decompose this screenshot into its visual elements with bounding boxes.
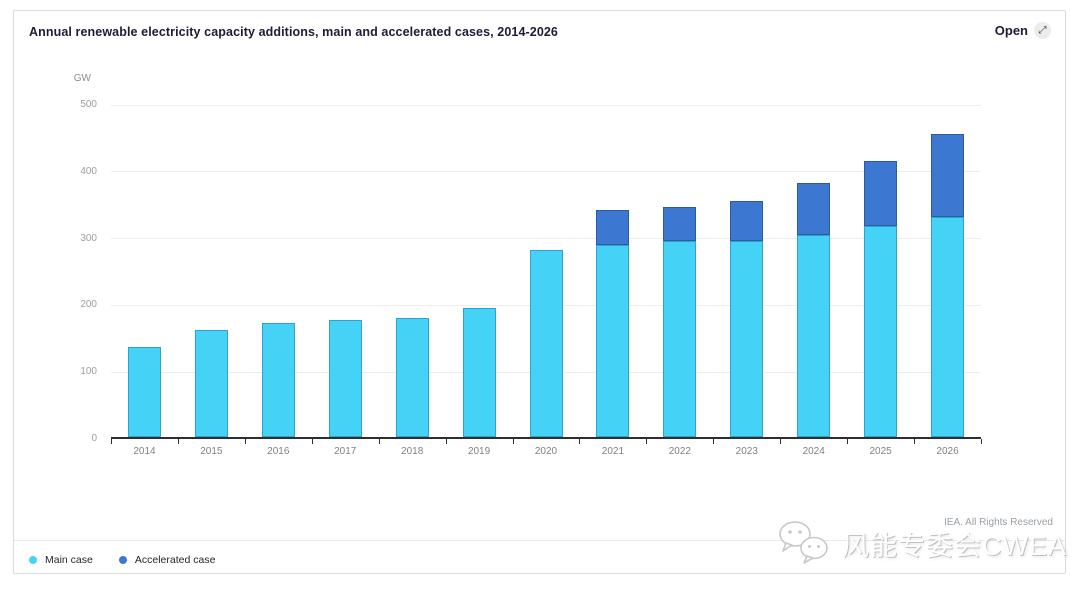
bar-2024-main-case[interactable] bbox=[797, 234, 831, 437]
chart-plot-area: 0 100 200 300 400 500 2014 2015 2016 2017 2018 2019… bbox=[80, 99, 982, 457]
bar-2016-main-case[interactable] bbox=[261, 323, 295, 437]
x-axis-label: 2021 bbox=[601, 446, 625, 457]
y-axis-label: 500 bbox=[80, 99, 97, 110]
footer-divider bbox=[14, 540, 1065, 541]
x-axis-label: 2015 bbox=[200, 446, 223, 457]
x-axis-tick bbox=[981, 439, 982, 444]
bar-2022-accelerated-case[interactable] bbox=[663, 206, 697, 242]
x-axis-tick bbox=[780, 439, 782, 444]
open-button[interactable]: Open ⤢ bbox=[995, 22, 1051, 39]
x-axis-label: 2019 bbox=[467, 446, 491, 457]
bar-2026-accelerated-case[interactable] bbox=[931, 134, 965, 217]
bar-2025-main-case[interactable] bbox=[864, 225, 898, 437]
watermark: 风能专委会CWEA bbox=[776, 517, 1067, 569]
copyright-text: IEA. All Rights Reserved bbox=[944, 517, 1053, 528]
y-axis-label: 100 bbox=[80, 366, 97, 378]
bar-2024-accelerated-case[interactable] bbox=[797, 183, 831, 235]
x-axis-label: 2016 bbox=[267, 446, 290, 457]
legend-label: Main case bbox=[45, 554, 93, 566]
bar-2021-accelerated-case[interactable] bbox=[596, 209, 630, 245]
x-axis-label: 2025 bbox=[869, 446, 892, 457]
bar-2026-main-case[interactable] bbox=[931, 216, 965, 437]
bar-2022-main-case[interactable] bbox=[663, 241, 697, 437]
wechat-icon bbox=[779, 521, 828, 564]
x-axis-tick bbox=[311, 439, 313, 444]
bar-2023-main-case[interactable] bbox=[730, 241, 764, 437]
chart-card: Annual renewable electricity capacity ad… bbox=[13, 10, 1066, 574]
gridline bbox=[111, 104, 981, 106]
x-axis-tick bbox=[646, 439, 648, 444]
watermark-text: 风能专委会CWEA bbox=[842, 530, 1067, 561]
x-axis-tick bbox=[713, 439, 715, 444]
legend-dot bbox=[29, 556, 37, 564]
x-axis-tick bbox=[847, 439, 849, 444]
legend-item-accelerated-case[interactable]: Accelerated case bbox=[118, 554, 216, 566]
y-axis-label: 300 bbox=[80, 232, 97, 244]
x-axis-tick bbox=[579, 439, 581, 444]
bar-2017-main-case[interactable] bbox=[328, 320, 362, 437]
x-axis-label: 2017 bbox=[334, 446, 357, 457]
x-axis-label: 2024 bbox=[802, 446, 825, 457]
open-expand-icon: ⤢ bbox=[1034, 22, 1051, 39]
bar-2021-main-case[interactable] bbox=[596, 244, 630, 437]
bar-2015-main-case[interactable] bbox=[194, 330, 228, 437]
x-axis-tick bbox=[244, 439, 246, 444]
x-axis-label: 2023 bbox=[735, 446, 758, 457]
open-expand-icon-glyph: ⤢ bbox=[1038, 24, 1047, 36]
x-axis-tick bbox=[445, 439, 447, 444]
x-axis-line bbox=[111, 437, 981, 439]
x-axis-label: 2022 bbox=[668, 446, 691, 457]
x-axis-tick bbox=[378, 439, 380, 444]
y-axis-label: 0 bbox=[91, 433, 97, 444]
chart-legend: Main case Accelerated case bbox=[29, 554, 215, 566]
x-axis-tick bbox=[512, 439, 514, 444]
y-axis-label: 400 bbox=[80, 165, 97, 177]
x-axis-label: 2014 bbox=[133, 446, 156, 457]
bar-2020-main-case[interactable] bbox=[529, 249, 563, 437]
legend-dot bbox=[118, 556, 127, 564]
x-axis-label: 2026 bbox=[936, 446, 959, 457]
gridline bbox=[111, 238, 981, 240]
x-axis-label: 2018 bbox=[401, 446, 424, 457]
y-axis-unit-label: GW bbox=[73, 73, 91, 84]
legend-item-main-case[interactable]: Main case bbox=[29, 554, 93, 566]
bar-2025-accelerated-case[interactable] bbox=[864, 161, 898, 226]
bar-2014-main-case[interactable] bbox=[127, 346, 161, 437]
x-axis-tick bbox=[914, 439, 916, 444]
chart-title: Annual renewable electricity capacity ad… bbox=[29, 25, 558, 39]
bar-2019-main-case[interactable] bbox=[462, 308, 496, 437]
bar-2018-main-case[interactable] bbox=[395, 318, 429, 437]
gridline bbox=[111, 171, 981, 173]
x-axis-tick bbox=[111, 439, 112, 444]
x-axis-tick bbox=[177, 439, 179, 444]
open-button-label: Open bbox=[994, 23, 1028, 38]
x-axis-label: 2020 bbox=[534, 446, 558, 457]
legend-label: Accelerated case bbox=[134, 554, 216, 566]
y-axis-label: 200 bbox=[80, 299, 97, 311]
bar-2023-accelerated-case[interactable] bbox=[730, 201, 764, 242]
